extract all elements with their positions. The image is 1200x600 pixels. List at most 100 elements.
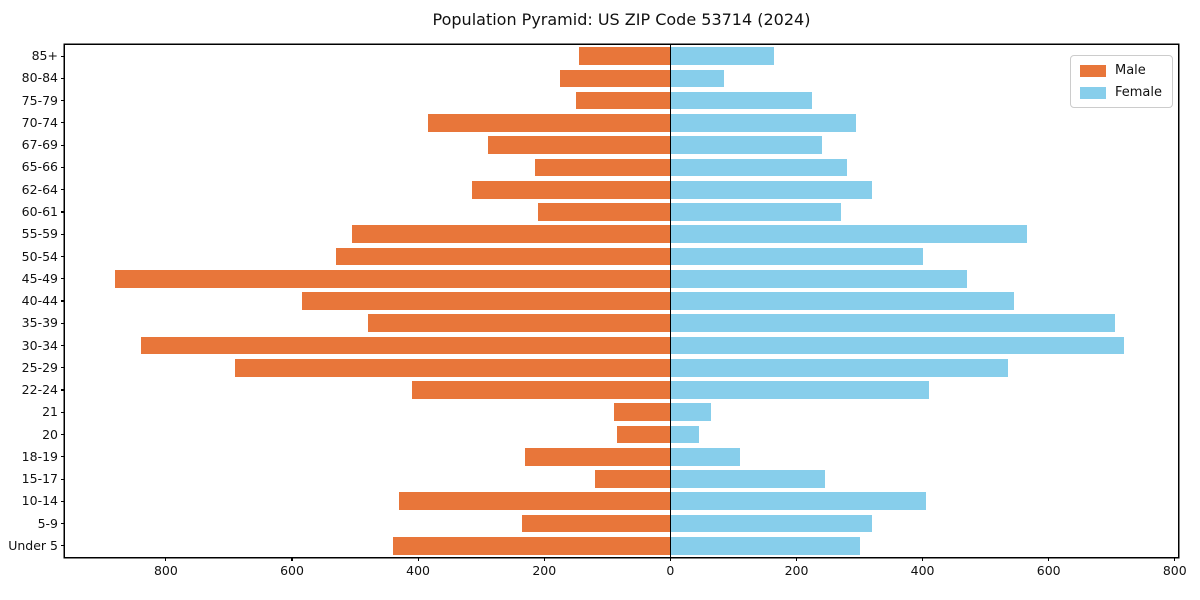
bar-female-75-79 (670, 91, 813, 110)
bar-female-67-69 (670, 136, 822, 155)
y-tick-label-15-17: 15-17 (21, 471, 58, 487)
x-tick-mark (922, 557, 924, 561)
y-tick-label-21: 21 (42, 404, 58, 420)
y-tick-mark (61, 478, 65, 480)
y-tick-mark (61, 211, 65, 213)
x-tick-mark (291, 557, 293, 561)
zero-axis-line (669, 45, 672, 557)
bar-male-21 (613, 403, 671, 422)
bar-male-under-5 (392, 537, 671, 555)
y-tick-label-22-24: 22-24 (21, 382, 58, 397)
y-tick-mark (61, 144, 65, 146)
y-tick-label-10-14: 10-14 (21, 493, 58, 509)
y-tick-mark (61, 411, 65, 413)
bar-female-under-5 (670, 537, 860, 555)
bar-male-10-14 (399, 492, 671, 511)
y-tick-label-70-74: 70-74 (21, 114, 58, 130)
bar-female-60-61 (670, 203, 841, 221)
y-tick-label-5-9: 5-9 (37, 515, 58, 531)
legend: Male Female (1069, 55, 1173, 108)
bar-male-67-69 (487, 136, 671, 155)
bar-male-55-59 (351, 225, 671, 244)
bar-male-60-61 (537, 203, 671, 221)
x-tick-mark (543, 557, 545, 561)
x-tick-label: 200 (784, 563, 809, 578)
bar-male-65-66 (534, 158, 671, 177)
y-tick-label-40-44: 40-44 (21, 293, 58, 308)
bar-male-5-9 (522, 514, 671, 533)
y-tick-label-45-49: 45-49 (21, 270, 58, 286)
y-tick-mark (61, 100, 65, 102)
x-tick-label: 800 (153, 563, 178, 578)
bar-female-30-34 (670, 336, 1125, 355)
x-tick-label: 400 (910, 563, 935, 578)
y-tick-mark (61, 389, 65, 391)
bar-male-75-79 (575, 91, 671, 110)
y-tick-mark (61, 300, 65, 302)
bar-female-20 (670, 425, 699, 444)
bar-female-21 (670, 403, 712, 422)
bar-male-30-34 (140, 336, 671, 355)
bar-female-85plus (670, 47, 775, 65)
y-tick-mark (61, 322, 65, 324)
y-tick-mark (61, 233, 65, 235)
legend-label-female: Female (1114, 85, 1162, 100)
bar-male-25-29 (235, 358, 671, 377)
y-tick-label-62-64: 62-64 (21, 181, 58, 197)
y-tick-mark (61, 434, 65, 436)
y-tick-mark (61, 166, 65, 168)
bar-male-62-64 (471, 180, 671, 199)
y-tick-mark (61, 500, 65, 502)
y-tick-mark (61, 456, 65, 458)
bar-male-22-24 (411, 381, 671, 399)
bar-female-50-54 (670, 247, 923, 266)
y-tick-label-65-66: 65-66 (21, 159, 58, 175)
x-tick-mark (417, 557, 419, 561)
y-tick-mark (61, 189, 65, 191)
legend-entry-male: Male (1079, 63, 1162, 78)
legend-swatch-female (1079, 86, 1106, 99)
x-tick-label: 800 (1162, 563, 1187, 578)
bar-male-40-44 (301, 292, 671, 310)
y-tick-mark (61, 255, 65, 258)
legend-label-male: Male (1114, 63, 1146, 78)
x-tick-mark (1174, 557, 1176, 561)
x-tick-mark (795, 557, 798, 561)
y-tick-mark (61, 77, 65, 79)
bar-female-80-84 (670, 69, 724, 88)
y-tick-mark (61, 55, 65, 57)
y-tick-label-50-54: 50-54 (21, 248, 58, 264)
bar-female-18-19 (670, 447, 740, 466)
bar-male-50-54 (336, 247, 671, 266)
x-tick-mark (1048, 557, 1050, 561)
plot-area (65, 45, 1178, 557)
y-tick-label-35-39: 35-39 (21, 315, 58, 331)
y-tick-label-75-79: 75-79 (21, 92, 58, 108)
bar-female-65-66 (670, 158, 847, 177)
y-tick-label-80-84: 80-84 (21, 70, 58, 86)
y-tick-label-25-29: 25-29 (21, 359, 58, 375)
y-tick-label-85plus: 85+ (31, 48, 58, 64)
bar-male-85plus (578, 47, 671, 65)
y-tick-label-under-5: Under 5 (8, 537, 58, 553)
bar-male-35-39 (367, 314, 671, 333)
y-tick-mark (61, 523, 65, 525)
y-tick-mark (61, 344, 65, 347)
y-tick-label-67-69: 67-69 (21, 137, 58, 153)
bar-female-35-39 (670, 314, 1115, 333)
bar-male-15-17 (594, 470, 671, 488)
bar-female-70-74 (670, 114, 857, 132)
bar-female-62-64 (670, 180, 873, 199)
bar-male-20 (616, 425, 671, 444)
bar-female-15-17 (670, 470, 825, 488)
legend-swatch-male (1079, 64, 1106, 77)
y-tick-label-18-19: 18-19 (21, 448, 58, 464)
chart-title: Population Pyramid: US ZIP Code 53714 (2… (432, 10, 811, 29)
y-tick-label-55-59: 55-59 (21, 226, 58, 242)
x-tick-label: 600 (1036, 563, 1061, 578)
y-tick-label-30-34: 30-34 (21, 337, 58, 353)
y-tick-label-20: 20 (42, 426, 58, 442)
bar-female-40-44 (670, 292, 1015, 310)
x-tick-mark (165, 557, 167, 561)
